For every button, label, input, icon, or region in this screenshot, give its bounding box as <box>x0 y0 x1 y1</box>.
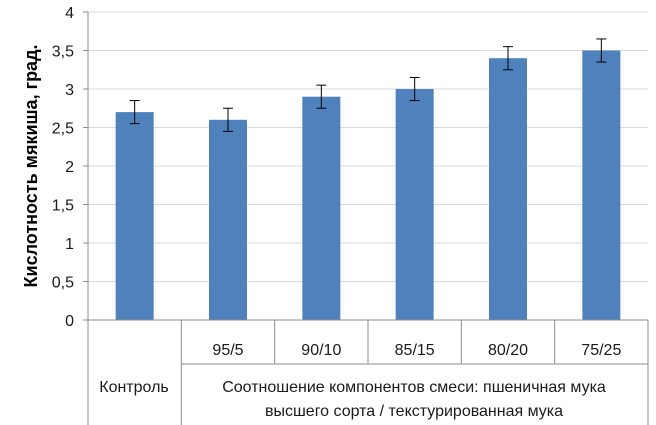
bar <box>582 50 621 320</box>
bar <box>302 96 341 320</box>
x-category-label: 75/25 <box>581 342 621 359</box>
y-axis-ticks: 0 0,5 1 1,5 2 2,5 3 3,5 4 <box>52 5 88 330</box>
axes <box>87 12 649 425</box>
x-category-label: 95/5 <box>212 342 243 359</box>
error-bar <box>596 38 607 63</box>
bar <box>115 112 154 320</box>
y-tick-label: 0,5 <box>52 275 74 292</box>
bars <box>115 50 621 320</box>
x-category-label: 85/15 <box>395 342 435 359</box>
y-tick-label: 3 <box>65 82 74 99</box>
x-category-label: 80/20 <box>488 342 528 359</box>
group-label-mix-line1: Соотношение компонентов смеси: пшеничная… <box>222 379 606 396</box>
error-bars <box>129 38 607 132</box>
error-bar <box>129 100 140 125</box>
y-tick-label: 2 <box>65 159 74 176</box>
group-label-mix-line2: высшего сорта / текстурированная мука <box>265 403 563 420</box>
group-label-control: Контроль <box>99 379 169 396</box>
bar <box>395 89 434 320</box>
x-category-label: 90/10 <box>301 342 341 359</box>
bar <box>209 119 247 320</box>
y-tick-label: 4 <box>65 5 74 22</box>
error-bar <box>503 46 513 71</box>
y-tick-label: 3,5 <box>52 44 74 61</box>
gridlines <box>88 11 648 282</box>
error-bar <box>223 107 233 132</box>
error-bar <box>316 84 327 109</box>
y-tick-label: 1,5 <box>52 198 74 215</box>
y-tick-label: 0 <box>65 313 74 330</box>
y-tick-label: 2,5 <box>52 121 74 138</box>
error-bar <box>409 76 420 102</box>
y-axis-label: Кислотность мякиша, град. <box>21 45 41 288</box>
y-tick-label: 1 <box>65 236 74 253</box>
x-axis-categories: 95/5 90/10 85/15 80/20 75/25 <box>212 342 621 359</box>
bar <box>489 58 527 320</box>
